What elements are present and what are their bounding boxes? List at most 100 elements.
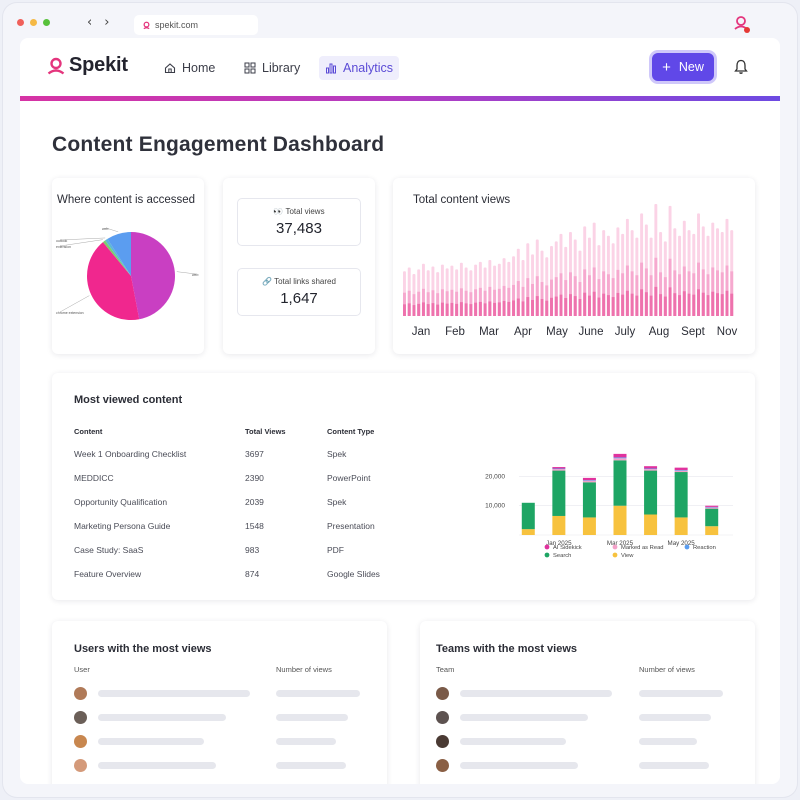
legend-item[interactable]: AI Sidekick <box>544 544 582 551</box>
legend-item[interactable]: Search <box>544 552 572 559</box>
view-bar[interactable] <box>687 230 691 316</box>
view-bar[interactable] <box>550 246 553 316</box>
view-bar[interactable] <box>516 248 520 316</box>
view-bar[interactable] <box>725 218 729 316</box>
new-button[interactable]: + New <box>652 53 714 81</box>
legend-item[interactable]: View <box>612 552 635 559</box>
view-bar[interactable] <box>421 263 425 316</box>
pie-slice[interactable] <box>131 232 176 320</box>
view-bar[interactable] <box>502 258 506 316</box>
view-bar[interactable] <box>426 270 430 316</box>
view-bar[interactable] <box>640 213 644 316</box>
maximize-window-button[interactable] <box>43 19 50 26</box>
view-bar[interactable] <box>697 213 700 316</box>
view-bar[interactable] <box>649 237 653 316</box>
view-bar[interactable] <box>678 235 682 316</box>
view-bar[interactable] <box>559 233 563 316</box>
back-arrow-icon[interactable]: ‹ <box>87 15 93 30</box>
nav-item-analytics[interactable]: Analytics <box>319 56 400 80</box>
view-bar[interactable] <box>730 230 734 316</box>
content-title-cell[interactable]: Week 1 Onboarding Checklist <box>74 449 187 459</box>
stacked-bar[interactable] <box>705 505 719 535</box>
url-bar[interactable]: spekit.com <box>134 15 258 35</box>
view-bar[interactable] <box>611 243 615 316</box>
stacked-bar[interactable] <box>644 466 658 535</box>
view-bar[interactable] <box>692 233 696 316</box>
view-bar[interactable] <box>407 267 411 316</box>
view-bar[interactable] <box>436 272 440 316</box>
view-bar[interactable] <box>521 260 525 316</box>
view-bar[interactable] <box>531 254 534 316</box>
view-bar[interactable] <box>602 230 606 316</box>
stacked-bar[interactable] <box>674 467 688 535</box>
view-bar[interactable] <box>417 269 421 316</box>
stacked-bar[interactable] <box>613 453 627 535</box>
view-bar[interactable] <box>720 232 724 316</box>
view-bar[interactable] <box>526 243 530 316</box>
view-bar[interactable] <box>540 250 544 316</box>
view-bar[interactable] <box>583 226 587 316</box>
view-bar[interactable] <box>545 257 549 316</box>
view-bar[interactable] <box>474 264 478 316</box>
view-bar[interactable] <box>630 230 634 316</box>
view-bar[interactable] <box>564 246 568 316</box>
view-bar[interactable] <box>455 269 459 316</box>
view-bar[interactable] <box>621 233 625 316</box>
stacked-bar[interactable] <box>582 477 596 535</box>
content-title-cell[interactable]: Feature Overview <box>74 569 142 579</box>
view-bar[interactable] <box>663 241 667 316</box>
view-bar[interactable] <box>682 220 686 316</box>
forward-arrow-icon[interactable]: › <box>104 15 110 30</box>
content-title-cell[interactable]: Case Study: SaaS <box>74 545 144 555</box>
view-bar[interactable] <box>578 250 582 316</box>
stacked-bar[interactable] <box>521 502 535 535</box>
view-bar[interactable] <box>569 232 572 316</box>
content-title-cell[interactable]: Marketing Persona Guide <box>74 521 171 531</box>
pie-slice[interactable] <box>102 240 131 276</box>
pie-slice[interactable] <box>105 238 131 276</box>
view-bar[interactable] <box>488 260 492 316</box>
view-bar[interactable] <box>483 267 487 316</box>
view-bar[interactable] <box>403 271 406 316</box>
spekit-logo[interactable]: Spekit <box>46 54 128 77</box>
minimize-window-button[interactable] <box>30 19 37 26</box>
view-bar[interactable] <box>440 264 444 316</box>
pie-slice[interactable] <box>87 242 140 320</box>
legend-item[interactable]: Reaction <box>684 544 716 551</box>
view-bar[interactable] <box>701 226 705 316</box>
view-bar[interactable] <box>597 245 601 316</box>
view-bar[interactable] <box>450 265 454 316</box>
view-bar[interactable] <box>616 227 620 316</box>
view-bar[interactable] <box>654 204 658 316</box>
nav-item-home[interactable]: Home <box>158 56 221 80</box>
view-bar[interactable] <box>535 239 539 316</box>
spekit-extension-icon[interactable] <box>731 13 751 33</box>
view-bar[interactable] <box>469 270 473 316</box>
view-bar[interactable] <box>573 239 577 316</box>
view-bar[interactable] <box>716 228 719 316</box>
view-bar[interactable] <box>659 232 663 316</box>
view-bar[interactable] <box>554 241 558 316</box>
close-window-button[interactable] <box>17 19 24 26</box>
content-title-cell[interactable]: Opportunity Qualification <box>74 497 168 507</box>
stacked-bar[interactable] <box>552 467 566 535</box>
view-bar[interactable] <box>592 222 596 316</box>
content-title-cell[interactable]: MEDDICC <box>74 473 114 483</box>
view-bar[interactable] <box>445 268 449 316</box>
view-bar[interactable] <box>431 266 435 316</box>
view-bar[interactable] <box>512 256 516 316</box>
view-bar[interactable] <box>635 237 639 316</box>
bell-icon[interactable] <box>732 58 750 76</box>
view-bar[interactable] <box>478 261 482 316</box>
view-bar[interactable] <box>507 261 511 316</box>
view-bar[interactable] <box>459 262 463 316</box>
view-bar[interactable] <box>587 237 591 316</box>
view-bar[interactable] <box>493 265 497 316</box>
view-bar[interactable] <box>668 205 672 316</box>
view-bar[interactable] <box>625 218 629 316</box>
view-bar[interactable] <box>706 235 710 316</box>
view-bar[interactable] <box>497 263 501 316</box>
view-bar[interactable] <box>711 222 715 316</box>
nav-item-library[interactable]: Library <box>238 56 306 80</box>
view-bar[interactable] <box>464 267 468 316</box>
